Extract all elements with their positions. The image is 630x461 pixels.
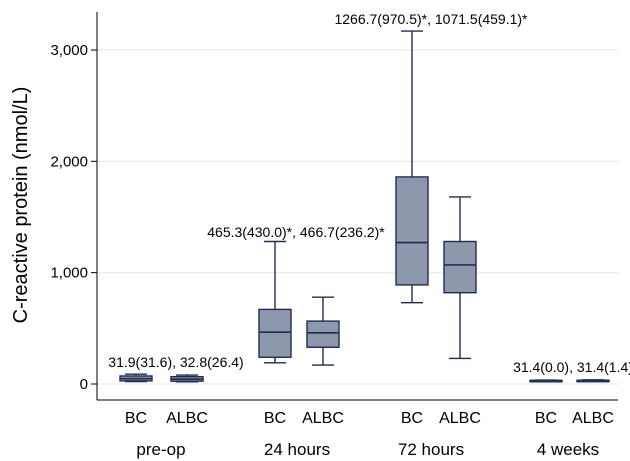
x-box-label: ALBC [572,410,614,427]
box-24-hours-ALBC [306,296,340,366]
x-box-label: BC [125,410,147,427]
box-4-weeks-ALBC [576,379,610,383]
x-box-label: ALBC [302,410,344,427]
y-tick-label: 0 [80,376,88,393]
annotation: 31.4(0.0), 31.4(1.4) [513,359,630,375]
y-axis-title: C-reactive protein (nmol/L) [10,87,32,324]
x-box-label: ALBC [439,410,481,427]
x-group-label: 24 hours [264,440,330,459]
y-tick-label: 2,000 [50,153,88,170]
grid-lines [97,49,618,385]
annotation: 1266.7(970.5)*, 1071.5(459.1)* [334,11,528,27]
x-box-label: BC [264,410,286,427]
x-box-label: BC [401,410,423,427]
axes [91,12,618,401]
boxes [119,30,610,383]
annotation: 465.3(430.0)*, 466.7(236.2)* [207,224,385,240]
y-tick-label: 1,000 [50,265,88,282]
box-pre-op-ALBC [170,374,204,383]
iqr-box [443,240,477,294]
iqr-box [258,308,292,358]
x-group-label: 4 weeks [537,440,599,459]
x-group-label: 72 hours [398,440,464,459]
box-72-hours-ALBC [443,196,477,360]
box-72-hours-BC [395,30,429,304]
annotation: 31.9(31.6), 32.8(26.4) [108,354,243,370]
x-group-label: pre-op [136,440,185,459]
iqr-box [306,320,340,348]
y-tick-label: 3,000 [50,42,88,59]
box-24-hours-BC [258,240,292,364]
x-box-label: BC [535,410,557,427]
box-pre-op-BC [119,373,153,383]
x-box-label: ALBC [166,410,208,427]
iqr-box [395,176,429,286]
box-4-weeks-BC [529,379,563,383]
labels: 0 1,000 2,000 3,000 BC ALBC pre-op 31.9(31.6), … [50,11,630,459]
